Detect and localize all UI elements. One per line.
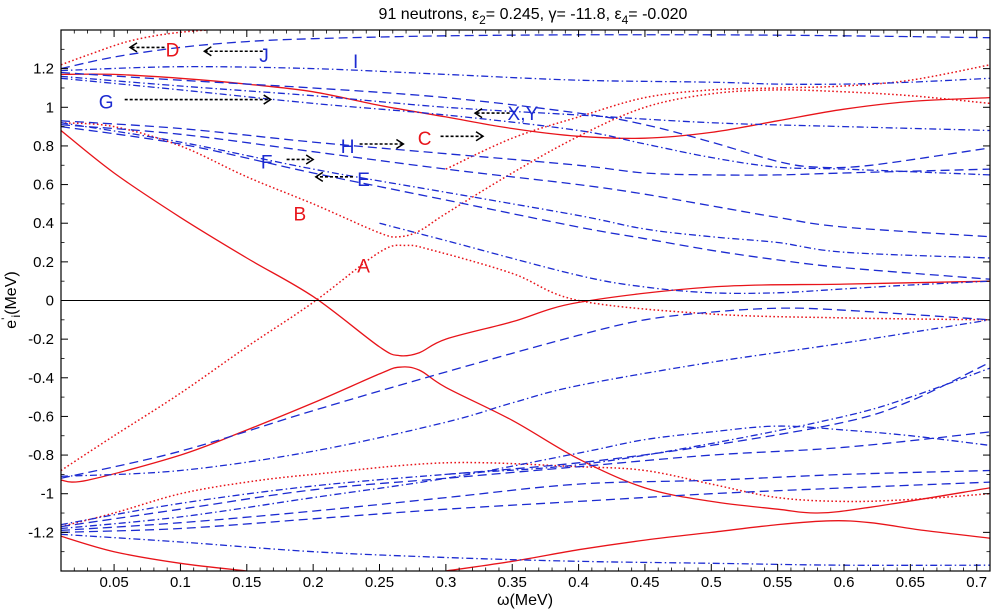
annotation-label-e: E xyxy=(357,170,370,191)
annotation-label-a: A xyxy=(357,257,370,278)
x-tick-label: 0.2 xyxy=(303,574,324,591)
x-tick-label: 0.35 xyxy=(498,574,527,591)
series-line-10 xyxy=(61,461,990,528)
annotation-arrowhead xyxy=(128,42,138,53)
series-line-19 xyxy=(61,125,990,280)
x-tick-label: 0.7 xyxy=(966,574,987,591)
y-tick-label: 0.4 xyxy=(33,215,54,232)
annotation-label-xy: X,Y xyxy=(508,104,539,125)
curves-layer xyxy=(61,30,990,571)
ticks-layer: 0.05 0.1 0.15 0.2 0.25 0.3 0.35 0.4 0.45 0.5 0.55 0… xyxy=(28,30,991,591)
x-tick-label: 0.15 xyxy=(232,574,261,591)
series-line-13 xyxy=(61,71,990,169)
annotation-label-i: I xyxy=(353,52,358,73)
series-line-29 xyxy=(61,533,990,566)
y-tick-label: -0.6 xyxy=(28,408,54,425)
x-tick-label: 0.05 xyxy=(99,574,128,591)
annotation-label-j: J xyxy=(259,46,269,67)
y-tick-label: -0.8 xyxy=(28,447,54,464)
annotations-layer: A B C D E F G H I J X,Y xyxy=(99,40,539,277)
annotation-arrowhead xyxy=(395,138,405,150)
series-line-27 xyxy=(61,469,990,532)
annotation-label-g: G xyxy=(99,92,114,113)
x-tick-label: 0.6 xyxy=(834,574,855,591)
x-tick-label: 0.3 xyxy=(435,574,456,591)
series-line-2 xyxy=(61,244,990,472)
y-tick-label: 0 xyxy=(46,293,54,310)
x-tick-label: 0.65 xyxy=(896,574,925,591)
series-line-20 xyxy=(379,222,990,295)
annotation-arrowhead xyxy=(475,131,485,142)
series-line-9 xyxy=(445,520,990,571)
chart-title: 91 neutrons, ε2= 0.245, γ= -11.8, ε4= -0… xyxy=(379,6,688,27)
series-line-28 xyxy=(61,481,990,534)
series-line-21 xyxy=(61,307,990,479)
annotation-arrowhead xyxy=(314,171,324,182)
annotation-label-f: F xyxy=(261,152,273,173)
y-axis-label: e'i(MeV) xyxy=(0,271,23,328)
series-line-3 xyxy=(61,89,990,238)
x-axis-label: ω(MeV) xyxy=(497,592,553,609)
series-line-11 xyxy=(61,34,990,70)
y-tick-label: 1.2 xyxy=(33,61,54,78)
x-tick-label: 0.55 xyxy=(763,574,792,591)
series-line-26 xyxy=(61,425,990,530)
series-line-16 xyxy=(61,120,990,176)
annotation-arrowhead xyxy=(202,46,212,57)
annotation-label-c: C xyxy=(418,129,432,150)
series-line-17 xyxy=(61,122,990,259)
x-tick-label: 0.5 xyxy=(701,574,722,591)
annotation-arrowhead xyxy=(305,154,315,165)
annotation-label-h: H xyxy=(341,137,355,158)
series-line-15 xyxy=(61,77,990,176)
series-line-18 xyxy=(61,124,990,238)
annotation-label-d: D xyxy=(166,40,180,61)
y-tick-label: 0.2 xyxy=(33,254,54,271)
series-line-1 xyxy=(61,129,990,357)
y-tick-label: -1.2 xyxy=(28,524,54,541)
y-tick-label: 0.8 xyxy=(33,138,54,155)
annotation-arrowhead xyxy=(263,94,273,105)
series-line-24 xyxy=(61,367,990,526)
series-line-8 xyxy=(61,535,247,571)
y-tick-label: 1 xyxy=(46,99,54,116)
y-tick-label: -1 xyxy=(41,486,54,503)
x-tick-label: 0.25 xyxy=(365,574,394,591)
y-tick-label: 0.6 xyxy=(33,177,54,194)
series-line-23 xyxy=(445,361,990,476)
y-tick-label: -0.2 xyxy=(28,331,54,348)
series-line-22 xyxy=(61,319,990,477)
y-tick-label: -0.4 xyxy=(28,370,54,387)
x-tick-label: 0.1 xyxy=(170,574,191,591)
series-line-25 xyxy=(61,431,990,528)
series-line-4 xyxy=(61,73,990,140)
x-tick-label: 0.4 xyxy=(568,574,589,591)
annotation-arrowhead xyxy=(473,107,483,119)
x-tick-label: 0.45 xyxy=(630,574,659,591)
series-line-7 xyxy=(61,366,990,514)
annotation-label-b: B xyxy=(294,205,307,226)
series-line-12 xyxy=(61,66,990,85)
